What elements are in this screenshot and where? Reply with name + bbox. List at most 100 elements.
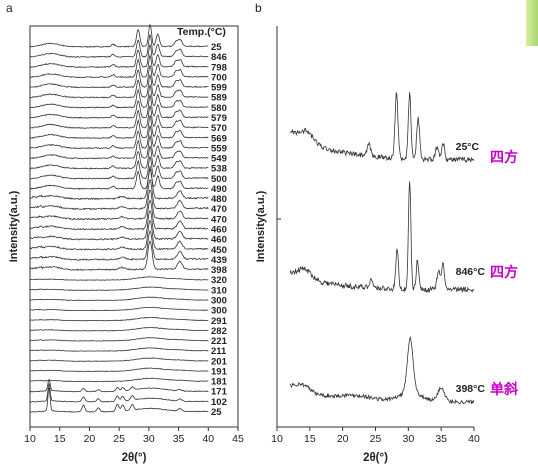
panel-a-temp-label: 538 <box>211 164 227 175</box>
panel-a-temp-label: 500 <box>211 174 227 185</box>
panel-a-temp-label: 25 <box>211 407 222 418</box>
panel-a-temp-label: 569 <box>211 133 227 144</box>
panel-a-trace <box>29 199 209 231</box>
panel-a-trace <box>29 34 209 58</box>
panel-a-trace <box>29 144 209 170</box>
panel-a-xtick-label: 15 <box>54 433 66 445</box>
panel-a-temp-label: 310 <box>211 285 227 296</box>
panel-b-series-label: 398°C <box>456 383 486 395</box>
panel-a-temp-label: 460 <box>211 235 227 246</box>
panel-a-xtick-label: 40 <box>202 433 214 445</box>
panel-a-legend-title: Temp.(°C) <box>177 26 226 38</box>
panel-a-trace <box>29 378 209 393</box>
panel-a-trace <box>29 230 209 261</box>
panel-a-trace <box>29 210 209 241</box>
panel-a-temp-label: 549 <box>211 154 227 165</box>
panel-a-temp-label: 191 <box>211 366 228 377</box>
panel-b-xtick-label: 20 <box>337 433 349 445</box>
panel-a-temp-label: 599 <box>211 83 227 94</box>
panel-a-ylabel: Intensity(a.u.) <box>8 190 20 262</box>
panel-a-temp-label: 102 <box>211 397 227 408</box>
panel-a-trace <box>29 73 209 99</box>
panel-a-temp-label: 580 <box>211 103 227 114</box>
panel-a-trace <box>29 64 209 89</box>
panel-a-xtick-label: 45 <box>232 433 244 445</box>
panel-a-trace <box>29 387 209 413</box>
panel-a-xtick-label: 30 <box>143 433 155 445</box>
panel-b-xtick-label: 30 <box>402 433 414 445</box>
panel-a-temp-label: 201 <box>211 356 228 367</box>
panel-a-trace <box>30 83 209 109</box>
panel-b-xtick-label: 25 <box>370 433 382 445</box>
panel-a-frame <box>29 25 239 428</box>
panel-a-temp-label: 171 <box>211 387 228 398</box>
panel-a-temp-label: 450 <box>211 245 227 256</box>
panel-a-trace <box>29 357 209 362</box>
accent-bar <box>526 0 538 46</box>
panel-a-temp-label: 398 <box>211 265 227 276</box>
panel-a-trace <box>29 286 209 291</box>
panel-a-trace <box>29 306 209 312</box>
panel-a-trace <box>29 377 209 383</box>
panel-a-xtick-label: 25 <box>113 433 125 445</box>
panel-a-temp-label: 470 <box>211 204 227 215</box>
panel-a-temp-label: 798 <box>211 62 227 73</box>
panel-a-trace <box>29 114 209 140</box>
panel-a-trace <box>29 155 209 180</box>
panel-a-trace <box>30 276 209 281</box>
phase-annotation: 四方 <box>490 149 518 166</box>
panel-a-temp-label: 25 <box>211 42 222 53</box>
panel-a-temp-label: 211 <box>211 346 227 357</box>
panel-a-trace <box>29 296 209 302</box>
panel-a-trace <box>29 134 209 160</box>
panel-b-xtick-label: 10 <box>271 433 283 445</box>
panel-a-temp-label: 291 <box>211 316 228 327</box>
panel-a-xtick-label: 35 <box>173 433 185 445</box>
panel-a-label: a <box>6 1 13 15</box>
panel-a-trace <box>29 316 209 322</box>
panel-b-ylabel: Intensity(a.u.) <box>255 190 267 262</box>
panel-a-trace <box>29 93 209 119</box>
panel-a-temp-label: 460 <box>211 225 227 236</box>
panel-b-xtick-label: 15 <box>304 433 316 445</box>
panel-a-trace <box>29 23 209 48</box>
panel-a-trace <box>29 337 209 342</box>
panel-b-xtick-label: 35 <box>435 433 447 445</box>
panel-a-temp-label: 282 <box>211 326 227 337</box>
panel-a-temp-label: 579 <box>211 113 227 124</box>
panel-b-xlabel: 2θ(°) <box>363 452 388 464</box>
panel-b-trace <box>289 92 475 164</box>
panel-a-temp-label: 846 <box>211 52 227 63</box>
panel-a-temp-label: 300 <box>211 306 227 317</box>
panel-a-trace <box>29 347 209 352</box>
phase-annotation: 四方 <box>490 264 518 281</box>
panel-a-xlabel: 2θ(°) <box>122 452 147 464</box>
panel-a-temp-label: 320 <box>211 275 227 286</box>
panel-a-xtick-label: 20 <box>84 433 96 445</box>
panel-a-temp-label: 570 <box>211 123 227 134</box>
panel-a-trace <box>29 104 209 129</box>
panel-a-trace <box>29 168 209 201</box>
panel-a-trace <box>29 219 209 251</box>
panel-a-temp-label: 221 <box>211 336 228 347</box>
panel-a-trace <box>29 43 209 68</box>
panel-b-trace <box>289 181 475 294</box>
panel-a-trace <box>29 189 209 221</box>
panel-a-xtick-label: 10 <box>24 433 36 445</box>
panel-b-series-label: 846°C <box>456 266 486 278</box>
panel-b-trace <box>289 335 475 405</box>
panel-a-temp-label: 300 <box>211 295 227 306</box>
panel-a-trace <box>29 53 209 79</box>
panel-a-trace <box>29 383 209 403</box>
panel-a-trace <box>29 124 209 150</box>
panel-a-temp-label: 559 <box>211 143 227 154</box>
panel-a-temp-label: 480 <box>211 194 227 205</box>
panel-a-temp-label: 589 <box>211 93 227 104</box>
panel-b-xtick-label: 40 <box>468 433 480 445</box>
panel-a-trace <box>29 367 209 373</box>
panel-b-series-label: 25°C <box>456 141 480 153</box>
panel-a-temp-label: 181 <box>211 377 228 388</box>
panel-a-trace <box>29 326 209 332</box>
panel-a-temp-label: 700 <box>211 72 227 83</box>
